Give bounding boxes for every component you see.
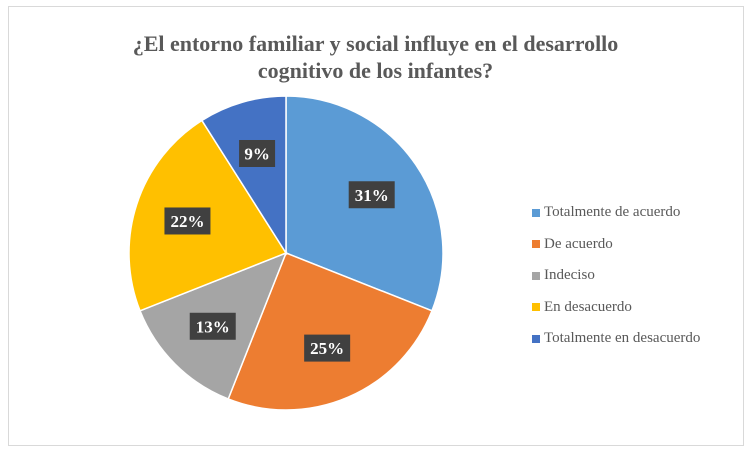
chart-title: ¿El entorno familiar y social influye en… [0,30,751,84]
data-label-text: 9% [244,144,270,163]
data-label-totalmente-de-acuerdo: 31% [348,181,395,209]
legend-swatch [532,334,540,343]
data-label-box [189,312,236,340]
data-label-box [348,181,395,209]
legend-label: En desacuerdo [544,298,632,315]
data-label-totalmente-en-desacuerdo: 9% [239,139,276,167]
legend-swatch [532,208,540,217]
chart-legend: Totalmente de acuerdo De acuerdo Indeciso E… [532,197,747,355]
chart-title-line-1: ¿El entorno familiar y social influye en… [132,31,619,56]
data-label-de-acuerdo: 25% [304,334,351,362]
legend-item-indeciso: Indeciso [532,260,747,292]
legend-swatch [532,303,540,312]
data-label-box [164,207,211,235]
data-label-en-desacuerdo: 22% [164,207,211,235]
legend-item-totalmente-de-acuerdo: Totalmente de acuerdo [532,197,747,229]
legend-item-de-acuerdo: De acuerdo [532,229,747,261]
data-label-indeciso: 13% [189,312,236,340]
data-label-text: 25% [310,339,344,358]
legend-label: Indeciso [544,267,595,284]
legend-swatch [532,240,540,249]
data-label-text: 13% [196,317,230,336]
chart-title-line-2: cognitivo de los infantes? [257,58,494,83]
legend-item-en-desacuerdo: En desacuerdo [532,292,747,324]
legend-item-totalmente-en-desacuerdo: Totalmente en desacuerdo [532,323,747,355]
data-label-box [239,139,276,167]
legend-label: Totalmente de acuerdo [544,204,681,221]
pie-slice-de-acuerdo [227,252,433,411]
data-label-text: 22% [170,212,204,231]
pie-slice-totalmente-en-desacuerdo [200,95,287,256]
legend-label: De acuerdo [544,235,613,252]
data-label-text: 31% [355,186,389,205]
legend-label: Totalmente en desacuerdo [544,330,701,347]
data-label-box [304,334,351,362]
legend-swatch [532,271,540,280]
